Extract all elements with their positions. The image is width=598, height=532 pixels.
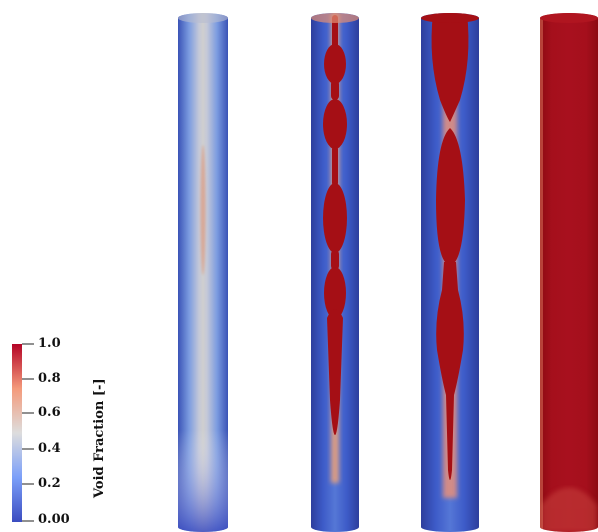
colorbar-ticks bbox=[22, 344, 34, 521]
colorbar-tick-0-4: 0.4 bbox=[38, 442, 61, 455]
panel-2-pipe bbox=[311, 13, 359, 532]
panel-4-pipe bbox=[540, 13, 598, 532]
colorbar-title: Void Fraction [-] bbox=[92, 378, 107, 498]
panel-1-pipe bbox=[178, 13, 228, 532]
colorbar-gradient bbox=[12, 344, 22, 522]
colorbar-tick-0-00: 0.00 bbox=[38, 513, 70, 526]
colorbar bbox=[12, 344, 34, 522]
colorbar-tick-0-8: 0.8 bbox=[38, 372, 61, 385]
panel-3-pipe bbox=[421, 13, 479, 532]
colorbar-tick-0-6: 0.6 bbox=[38, 406, 61, 419]
colorbar-tick-0-2: 0.2 bbox=[38, 477, 61, 490]
colorbar-tick-1-0: 1.0 bbox=[38, 337, 61, 350]
